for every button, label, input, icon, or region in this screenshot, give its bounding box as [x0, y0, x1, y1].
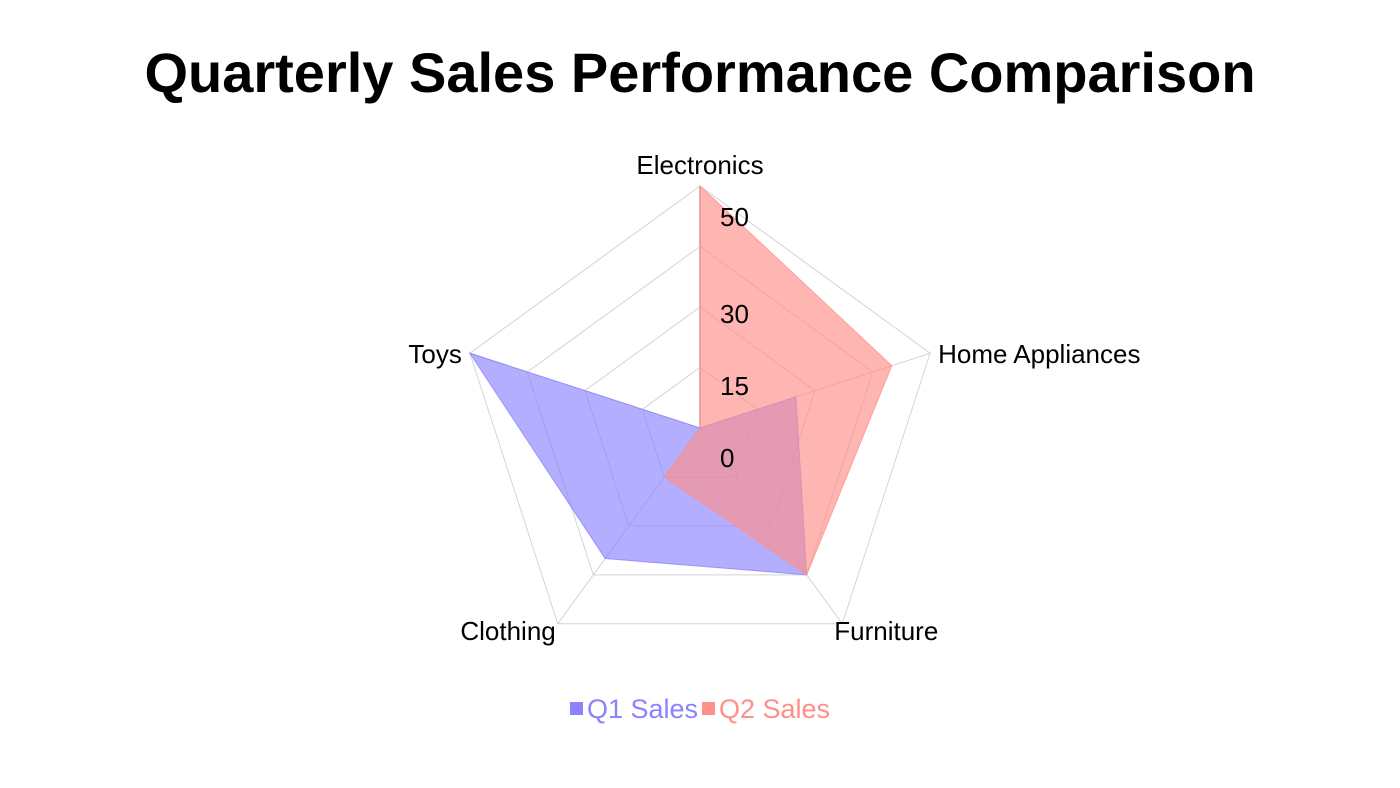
legend-item[interactable]: Q2 Sales	[702, 694, 830, 725]
category-label: Electronics	[636, 150, 763, 180]
category-label: Furniture	[834, 616, 938, 646]
category-label: Home Appliances	[938, 339, 1140, 369]
radial-tick-label: 0	[720, 443, 734, 473]
legend-item[interactable]: Q1 Sales	[569, 694, 698, 725]
radial-tick-label: 15	[720, 371, 749, 401]
legend-swatch	[702, 702, 715, 716]
grid-ring	[469, 185, 931, 625]
legend: Q1 Sales Q2 Sales	[0, 694, 1400, 725]
series-area-2[interactable]	[663, 184, 893, 576]
category-labels: Electronics Home Appliances Furniture Cloth…	[408, 150, 1140, 646]
legend-label: Q1 Sales	[586, 694, 698, 724]
chart-title: Quarterly Sales Performance Comparison	[144, 41, 1256, 104]
category-label: Toys	[408, 339, 461, 369]
category-label: Clothing	[460, 616, 555, 646]
radial-tick-label: 50	[720, 202, 749, 232]
radar-series-layer	[468, 184, 893, 576]
radial-tick-label: 30	[720, 299, 749, 329]
radial-tick-labels: 0 15 30 50	[720, 202, 749, 473]
legend-label: Q2 Sales	[719, 694, 831, 724]
legend-swatch	[569, 702, 583, 716]
